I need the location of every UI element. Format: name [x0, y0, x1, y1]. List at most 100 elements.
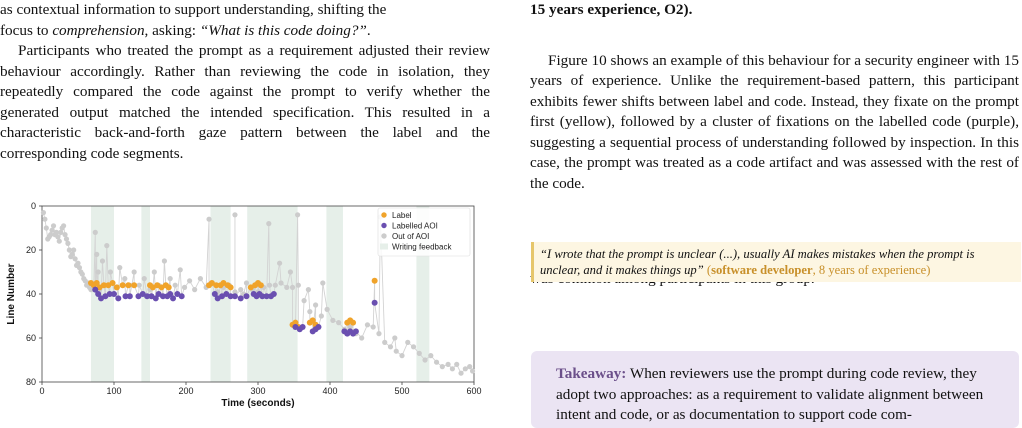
fixation-point [66, 247, 72, 253]
fixation-point [144, 293, 151, 300]
fixation-point [387, 344, 394, 350]
legend-entry: Labelled AOI [392, 222, 438, 231]
x-tick-label: 400 [322, 386, 337, 396]
fixation-point [192, 287, 198, 293]
left-p1-line2-post: . [366, 21, 371, 39]
fixation-point [50, 223, 57, 229]
legend-entry: Out of AOI [392, 232, 429, 241]
fixation-point [454, 361, 460, 367]
fixation-point [266, 221, 272, 227]
fixation-point [350, 319, 357, 326]
fixation-point [318, 313, 324, 319]
fixation-point [469, 368, 476, 374]
quote-text: “I wrote that the prompt is unclear (...… [540, 247, 975, 277]
takeaway-label: Takeaway: [556, 365, 627, 382]
fixation-point [352, 328, 359, 335]
fixation-point [259, 293, 266, 300]
fixation-point [76, 265, 83, 271]
fixation-point [170, 295, 177, 302]
fixation-point [232, 289, 238, 295]
fixation-point [167, 276, 173, 282]
fixation-point [213, 282, 220, 289]
y-tick-label: 60 [26, 333, 36, 343]
gaze-chart: 0 100 200 300 400 500 600 0 20 40 60 80 Time (secon… [6, 201, 482, 409]
right-top-bold: 15 years experience, O2). [530, 1, 693, 18]
fixation-point [313, 302, 319, 308]
fixation-point [371, 277, 378, 284]
fixation-point [336, 320, 342, 326]
fixation-point [119, 282, 126, 289]
x-tick-label: 0 [39, 386, 44, 396]
fixation-point [295, 282, 301, 288]
fixation-point [422, 357, 428, 363]
fixation-point [99, 258, 106, 264]
comprehension-emphasis: comprehension [52, 21, 145, 39]
fixation-point [111, 291, 117, 297]
fixation-point [79, 271, 85, 277]
fixation-point [359, 335, 365, 341]
left-p1-line2-pre: focus to [0, 21, 53, 39]
takeaway-box: Takeaway: When reviewers use the prompt … [531, 351, 1019, 428]
fixation-point [75, 260, 81, 266]
fixation-point [238, 287, 244, 293]
fixation-point [95, 269, 101, 275]
y-tick-label: 0 [31, 201, 36, 211]
writing-feedback-band [326, 206, 343, 382]
fixation-point [227, 293, 234, 300]
right-paragraph-1: Figure 10 shows an example of this behav… [530, 51, 1019, 192]
fixation-point [48, 232, 54, 238]
left-p1-line2-mid: , asking: [144, 21, 200, 39]
fixation-point [152, 295, 159, 302]
fixation-point [167, 291, 174, 297]
fixation-point [113, 284, 120, 291]
fixation-point [93, 280, 100, 286]
x-tick-label: 200 [178, 386, 193, 396]
fixation-point [94, 251, 100, 257]
left-paragraph-1: as contextual information to support und… [0, 0, 490, 41]
y-tick-label: 80 [26, 377, 36, 387]
fixation-point [95, 291, 102, 297]
fixation-point [263, 293, 270, 300]
quote-experience: , 8 years of experience) [812, 263, 931, 277]
x-axis-label: Time (seconds) [221, 398, 294, 409]
fixation-point [131, 282, 138, 289]
fixation-point [117, 265, 123, 271]
fixation-point [136, 282, 142, 288]
fixation-point [382, 339, 388, 345]
fixation-point [320, 280, 326, 286]
fixation-point [211, 291, 218, 297]
fixation-point [178, 293, 185, 300]
quote-open: ( [706, 263, 712, 277]
fixation-point [243, 280, 250, 286]
fixation-point [161, 258, 167, 264]
fixation-point [370, 324, 376, 330]
takeaway-text: When reviewers use the prompt during cod… [556, 365, 984, 423]
fixation-point [40, 210, 47, 216]
fixation-point [315, 324, 322, 330]
quote-attribution: (software developer, 8 years of experien… [707, 263, 931, 277]
fixation-point [278, 280, 284, 286]
fixation-point [376, 331, 382, 337]
fixation-point [109, 280, 116, 286]
fixation-point [122, 276, 128, 282]
fixation-point [181, 284, 188, 290]
legend-marker [381, 233, 387, 239]
fixation-point [62, 232, 68, 238]
fixation-point [232, 212, 238, 218]
fixation-point [131, 269, 137, 275]
left-paragraph-2: Participants who treated the prompt as a… [0, 42, 490, 162]
fixation-point [71, 247, 77, 253]
fixation-point [106, 291, 113, 297]
fixation-point [65, 240, 71, 246]
fixation-point [125, 282, 132, 289]
fixation-point [266, 282, 273, 288]
fixation-point [399, 353, 405, 359]
fixation-point [43, 225, 49, 231]
x-tick-label: 600 [466, 386, 481, 396]
fixation-point [69, 251, 75, 257]
fixation-point [410, 344, 417, 350]
fixation-point [187, 278, 193, 284]
fixation-point [92, 229, 98, 235]
fixation-point [433, 359, 440, 365]
